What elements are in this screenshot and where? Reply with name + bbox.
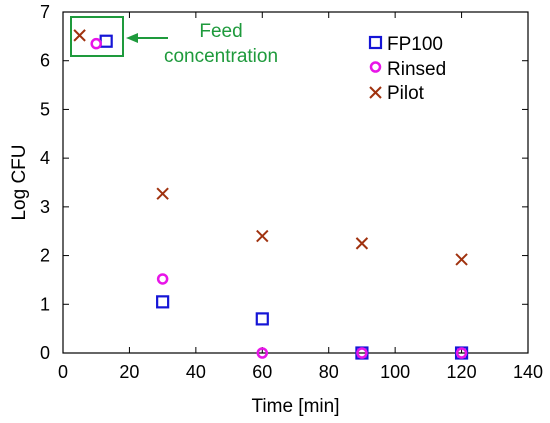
y-tick-label-5: 5 xyxy=(40,99,50,119)
legend-rinsed-marker xyxy=(369,61,382,73)
point-rinsed-4 xyxy=(455,347,468,359)
x-axis-ticks xyxy=(62,12,529,353)
point-pilot-0 xyxy=(73,29,86,42)
annotation-arrowhead xyxy=(126,33,138,43)
x-tick-label-40: 40 xyxy=(186,362,206,382)
y-tick-label-6: 6 xyxy=(40,51,50,71)
y-axis-tick-labels: 0 1 2 3 4 5 6 7 xyxy=(40,2,50,363)
x-tick-label-140: 140 xyxy=(513,362,543,382)
point-fp100-2 xyxy=(255,312,269,326)
point-pilot-1 xyxy=(156,187,169,200)
legend: FP100 Rinsed Pilot xyxy=(368,34,446,104)
plot-frame xyxy=(62,11,529,354)
x-axis-title: Time [min] xyxy=(252,396,340,417)
point-pilot-4 xyxy=(455,253,468,266)
legend-pilot-marker xyxy=(369,86,382,99)
y-tick-label-0: 0 xyxy=(40,343,50,363)
x-tick-label-120: 120 xyxy=(447,362,477,382)
point-rinsed-3 xyxy=(356,347,368,359)
feed-concentration-annotation: Feed concentration xyxy=(70,16,278,67)
point-rinsed-0 xyxy=(90,37,102,50)
y-tick-label-1: 1 xyxy=(40,294,50,314)
annotation-text-line1: Feed xyxy=(199,21,242,42)
y-tick-label-3: 3 xyxy=(40,197,50,217)
legend-item-pilot: Pilot xyxy=(369,83,425,104)
x-tick-label-80: 80 xyxy=(319,362,339,382)
annotation-text-line2: concentration xyxy=(164,46,278,67)
point-rinsed-2 xyxy=(256,347,269,359)
feed-highlight-box xyxy=(70,16,124,57)
x-tick-label-0: 0 xyxy=(58,362,68,382)
x-tick-label-20: 20 xyxy=(119,362,139,382)
y-axis-title: Log CFU xyxy=(9,144,30,220)
x-axis-tick-labels: 0 20 40 60 80 100 120 140 xyxy=(58,362,543,382)
point-pilot-3 xyxy=(355,237,369,250)
y-tick-label-2: 2 xyxy=(40,246,50,266)
legend-fp100-label: FP100 xyxy=(387,34,443,55)
x-tick-label-100: 100 xyxy=(380,362,410,382)
legend-item-rinsed: Rinsed xyxy=(369,59,446,80)
legend-rinsed-label: Rinsed xyxy=(387,59,446,80)
point-rinsed-1 xyxy=(156,273,169,285)
point-fp100-1 xyxy=(156,295,170,309)
point-pilot-2 xyxy=(256,229,269,243)
data-points xyxy=(73,29,469,360)
legend-pilot-label: Pilot xyxy=(387,83,425,104)
legend-fp100-marker xyxy=(368,35,383,50)
y-tick-label-4: 4 xyxy=(40,148,50,168)
point-fp100-0 xyxy=(99,34,113,48)
legend-item-fp100: FP100 xyxy=(368,34,443,55)
x-tick-label-60: 60 xyxy=(252,362,272,382)
y-axis-ticks xyxy=(63,11,528,354)
y-tick-label-7: 7 xyxy=(40,2,50,22)
